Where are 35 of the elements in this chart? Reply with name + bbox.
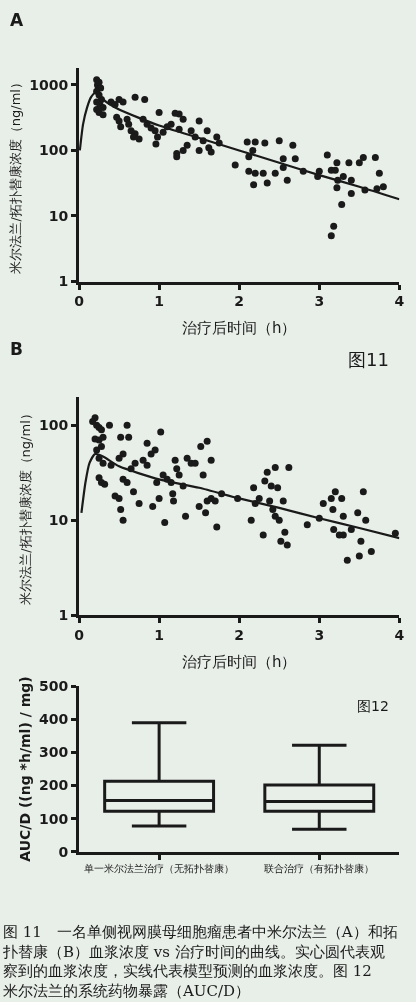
y-tick-label: 10 xyxy=(48,512,69,529)
x-tick-label: 联合治疗（有拓扑替康） xyxy=(264,862,375,874)
x-tick-label: 3 xyxy=(314,293,325,310)
chart-title: A xyxy=(10,10,24,30)
x-tick-label: 0 xyxy=(74,293,85,310)
caption: 图11 xyxy=(348,349,389,370)
x-tick-label: 1 xyxy=(154,293,164,310)
y-tick-label: 300 xyxy=(39,744,69,761)
x-axis-title: 治疗后时间（h） xyxy=(181,319,297,338)
x-tick-label: 1 xyxy=(154,627,164,644)
x-tick-label: 0 xyxy=(74,627,85,644)
y-tick-label: 100 xyxy=(39,142,69,159)
y-tick-label: 100 xyxy=(39,810,69,827)
x-tick-label: 单一米尔法兰治疗（无拓扑替康） xyxy=(84,862,235,874)
x-tick-label: 4 xyxy=(394,627,405,644)
y-tick-label: 1 xyxy=(58,273,69,290)
y-tick-label: 100 xyxy=(39,417,69,434)
y-tick-label: 10 xyxy=(48,207,69,224)
x-tick-label: 4 xyxy=(394,293,405,310)
y-tick-label: 400 xyxy=(39,711,69,728)
x-tick-label: 3 xyxy=(314,627,325,644)
x-tick-label: 2 xyxy=(234,293,245,310)
y-axis-title: 米尔法兰/拓扑替康浓度（ng/ml） xyxy=(8,76,24,274)
y-tick-label: 1 xyxy=(58,607,69,624)
y-axis-title: AUC/D ((ng *h/ml) / mg) xyxy=(16,676,33,862)
caption: 图 11 一名单侧视网膜母细胞瘤患者中米尔法兰（A）和拓扑替康（B）血浆浓度 vs 治疗时间的曲线。实心圆代表观察到的血浆浓度，实线代表模型预测的血浆浓度。图 12 米尔法兰的系统药物暴露（AUC/D） xyxy=(2,923,398,1000)
y-tick-label: 500 xyxy=(39,678,69,695)
annotation: 图12 xyxy=(357,698,389,714)
y-tick-label: 200 xyxy=(39,777,69,794)
chart-title: B xyxy=(10,339,23,359)
y-tick-label: 0 xyxy=(58,843,69,860)
x-tick-label: 2 xyxy=(234,627,245,644)
y-axis-title: 米尔法兰/拓扑替康浓度（ng/ml） xyxy=(17,407,33,605)
y-tick-label: 1000 xyxy=(29,76,69,93)
x-axis-title: 治疗后时间（h） xyxy=(181,653,297,672)
